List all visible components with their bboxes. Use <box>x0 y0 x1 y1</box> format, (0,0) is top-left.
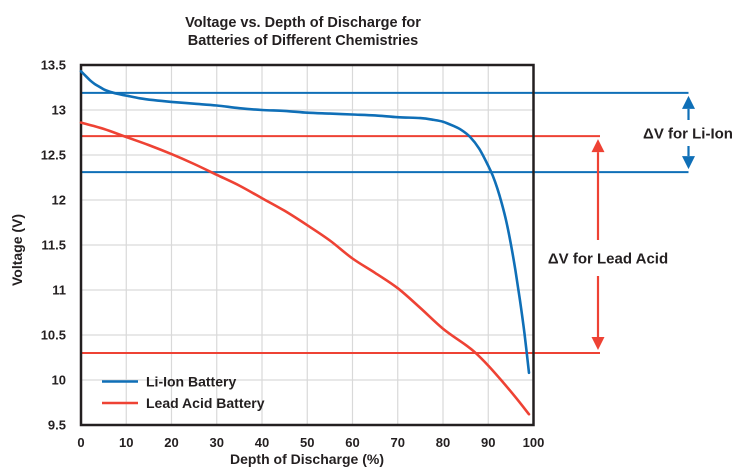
tick-labels: 0 10 20 30 40 50 60 70 80 90 100 9.5 10 10.5 11 11.5 12 1… <box>41 58 545 451</box>
x-tick-label: 10 <box>119 435 133 450</box>
x-tick-label: 100 <box>523 435 545 450</box>
x-tick-label: 50 <box>300 435 314 450</box>
x-tick-label: 90 <box>481 435 495 450</box>
curve-li-ion-battery <box>79 70 531 375</box>
x-tick-label: 20 <box>164 435 178 450</box>
chart-title-line2: Batteries of Different Chemistries <box>188 33 418 49</box>
plot-border <box>79 63 535 427</box>
legend-li-ion-label: Li-Ion Battery <box>146 374 236 390</box>
arrowhead-down <box>682 156 695 170</box>
y-tick-label: 13 <box>52 103 66 118</box>
x-axis-title: Depth of Discharge (%) <box>230 451 384 467</box>
delta-v-annotations: ΔV for Li-Ion ΔV for Lead Acid <box>548 95 733 350</box>
gridlines <box>81 65 534 425</box>
legend-lead-acid-label: Lead Acid Battery <box>146 395 265 411</box>
delta-v-lead-acid-label: ΔV for Lead Acid <box>548 251 668 268</box>
y-tick-label: 11.5 <box>41 238 66 253</box>
legend: Li-Ion Battery Lead Acid Battery <box>102 374 265 411</box>
x-tick-label: 30 <box>210 435 224 450</box>
x-tick-label: 40 <box>255 435 269 450</box>
y-tick-label: 13.5 <box>41 58 66 73</box>
curve-lead-acid-battery <box>79 121 531 416</box>
delta-v-li-ion-label: ΔV for Li-Ion <box>643 126 733 143</box>
y-tick-label: 12 <box>52 193 66 208</box>
series-curves <box>79 70 531 416</box>
y-tick-label: 10 <box>52 373 66 388</box>
x-tick-label: 70 <box>391 435 405 450</box>
arrowhead-down <box>591 337 605 350</box>
arrowhead-up <box>682 95 695 109</box>
y-tick-label: 9.5 <box>48 418 66 433</box>
arrowhead-up <box>591 139 605 153</box>
y-axis-title: Voltage (V) <box>9 214 25 286</box>
y-tick-label: 10.5 <box>41 328 66 343</box>
y-tick-label: 11 <box>52 283 66 298</box>
x-tick-label: 60 <box>345 435 359 450</box>
x-tick-label: 0 <box>77 435 84 450</box>
y-tick-label: 12.5 <box>41 148 66 163</box>
chart-title-line1: Voltage vs. Depth of Discharge for <box>185 15 421 31</box>
reference-lines <box>81 91 689 354</box>
x-tick-label: 80 <box>436 435 450 450</box>
